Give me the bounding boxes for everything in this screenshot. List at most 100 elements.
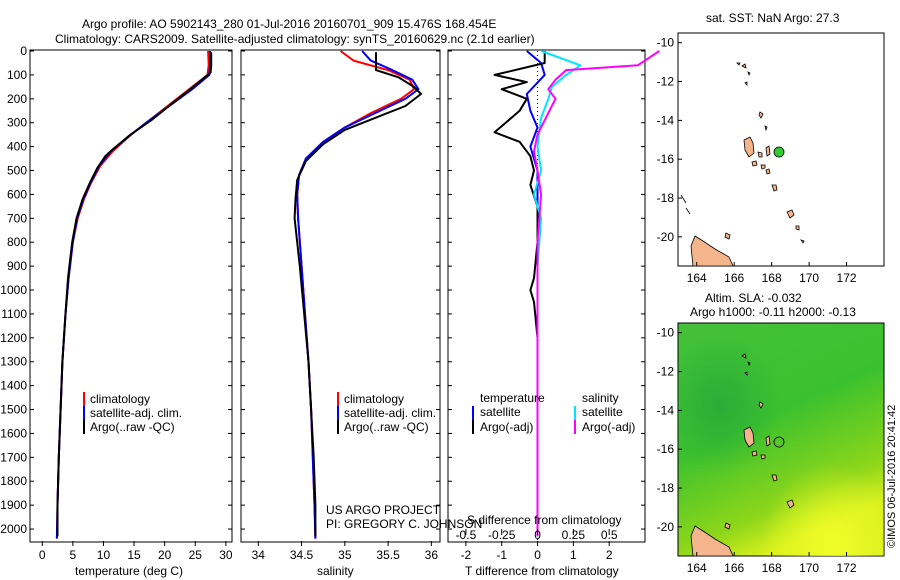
x-tick-label: -2 (461, 548, 472, 562)
island-tanna (786, 499, 795, 509)
map-x-tick-label: 166 (724, 561, 744, 575)
series-line-salinity-satellite (533, 50, 582, 537)
map-x-tick-label: 170 (799, 561, 819, 575)
island (741, 63, 747, 69)
depth-tick-label: 1100 (1, 307, 27, 321)
x-tick-label: 10 (97, 548, 111, 562)
legend-label-satellite: satellite-adj. clim. (344, 406, 436, 420)
temperature-series-group (55, 50, 213, 539)
series-line-salinity-argo-adj- (533, 50, 660, 537)
map-y-tick-label: -18 (657, 481, 675, 495)
map-x-tick-label: 172 (837, 561, 857, 575)
depth-tick-label: 500 (7, 164, 27, 178)
legend-label-argo: Argo(..raw -QC) (344, 420, 429, 434)
x-tick-label: 35.5 (376, 548, 400, 562)
coast-outline (685, 207, 691, 215)
depth-tick-label: 600 (7, 187, 27, 201)
x-top-tick-label: 0.5 (601, 528, 618, 542)
axis-ticks: 0 5 10 15 20 25 30 34 34.5 35 35.5 36 -2 -1 0 1 2 -0.5 -0.… (30, 50, 645, 562)
depth-tick-label: 800 (7, 235, 27, 249)
map-y-tick-label: -12 (657, 75, 675, 89)
depth-tick-label: 2000 (0, 522, 27, 536)
header-line1: Argo profile: AO 5902143_280 01-Jul-2016… (82, 17, 496, 31)
sla-map-low-anomaly (678, 323, 884, 556)
map-x-tick-label: 168 (762, 271, 782, 285)
depth-tick-label: 1000 (0, 283, 27, 297)
map-y-tick-label: -10 (657, 326, 675, 340)
depth-tick-label: 700 (7, 211, 27, 225)
legend-label-climatology: climatology (344, 392, 404, 406)
x-top-tick-label: -0.5 (456, 528, 477, 542)
sla-map-axis-labels: 164 166 168 170 172 -10 -12 -14 -16 -18 -20 (657, 326, 857, 575)
island (765, 168, 771, 175)
x-tick-label: 34.5 (290, 548, 314, 562)
depth-tick-label: 1900 (0, 498, 27, 512)
map-x-tick-label: 166 (724, 271, 744, 285)
salinity-legend: climatology satellite-adj. clim. Argo(..… (337, 392, 436, 434)
island (771, 474, 778, 482)
island (736, 62, 741, 66)
series-line-argo-raw-qc- (293, 52, 422, 537)
map-x-tick-label: 164 (687, 561, 707, 575)
island (744, 81, 748, 86)
map-x-tick-label: 172 (837, 271, 857, 285)
map-x-tick-label: 164 (687, 271, 707, 285)
depth-tick-label: 1700 (0, 450, 27, 464)
island (800, 239, 805, 244)
sst-map-argo-position-marker (773, 146, 785, 158)
sla-map-subtitle: Argo h1000: -0.11 h2000: -0.13 (690, 305, 856, 319)
depth-tick-label: 300 (7, 116, 27, 130)
x-tick-label: 1 (570, 548, 577, 562)
legend-title-temperature: temperature (480, 391, 545, 405)
map-x-tick-label: 168 (762, 561, 782, 575)
x-tick-label: 0 (534, 548, 541, 562)
island (758, 401, 764, 409)
x-tick-label: 0 (39, 548, 46, 562)
island (747, 71, 751, 77)
island (771, 184, 778, 192)
island-pentecost (765, 145, 771, 157)
depth-tick-label: 1800 (0, 474, 27, 488)
map-y-tick-label: -16 (657, 152, 675, 166)
x-tick-label: 30 (219, 548, 233, 562)
island (758, 111, 764, 119)
header-line2: Climatology: CARS2009. Satellite-adjuste… (55, 32, 535, 46)
island (724, 522, 731, 530)
salinity-panel-frame (240, 49, 441, 543)
island (795, 225, 800, 231)
x-tick-label: 25 (189, 548, 203, 562)
series-line-satellite-adj-clim- (55, 51, 211, 539)
imos-stamp: ©IMOS 06-Jul-2016 20:41:42 (886, 405, 898, 548)
salinity-xlabel: salinity (317, 564, 354, 578)
series-line-climatology (55, 50, 210, 539)
map-y-tick-label: -18 (657, 191, 675, 205)
depth-tick-label: 100 (7, 68, 27, 82)
legend-label-temp-argo: Argo(-adj) (480, 420, 533, 434)
series-line-temperature-argo-adj- (493, 51, 546, 537)
temperature-xlabel: temperature (deg C) (75, 564, 183, 578)
sst-map-axis-labels: 164 166 168 170 172 -10 -12 -14 -16 -18 -20 (657, 36, 857, 285)
island-espiritu-santo (743, 426, 755, 448)
salinity-diff-xlabel: S difference from climatology (467, 513, 622, 527)
x-tick-label: -1 (496, 548, 507, 562)
x-top-tick-label: 0.25 (562, 528, 586, 542)
island (744, 371, 748, 376)
depth-tick-labels: 0 100 200 300 400 500 600 700 800 900 1000 1100 1200… (0, 44, 27, 536)
x-tick-label: 34 (252, 548, 266, 562)
map-y-tick-label: -10 (657, 36, 675, 50)
map-y-tick-label: -12 (657, 365, 675, 379)
x-top-tick-label: 0 (534, 528, 541, 542)
map-y-tick-label: -20 (657, 520, 675, 534)
series-line-argo-raw-qc- (56, 52, 213, 537)
depth-tick-label: 1400 (0, 379, 27, 393)
legend-label-satellite: satellite-adj. clim. (90, 406, 182, 420)
map-y-tick-label: -14 (657, 113, 675, 127)
x-tick-label: 5 (70, 548, 77, 562)
depth-tick-label: 200 (7, 92, 27, 106)
sst-map: 164 166 168 170 172 -10 -12 -14 -16 -18 -20 (657, 32, 885, 285)
map-y-tick-label: -16 (657, 442, 675, 456)
new-caledonia (690, 235, 734, 267)
x-tick-label: 2 (606, 548, 613, 562)
map-y-tick-label: -20 (657, 230, 675, 244)
